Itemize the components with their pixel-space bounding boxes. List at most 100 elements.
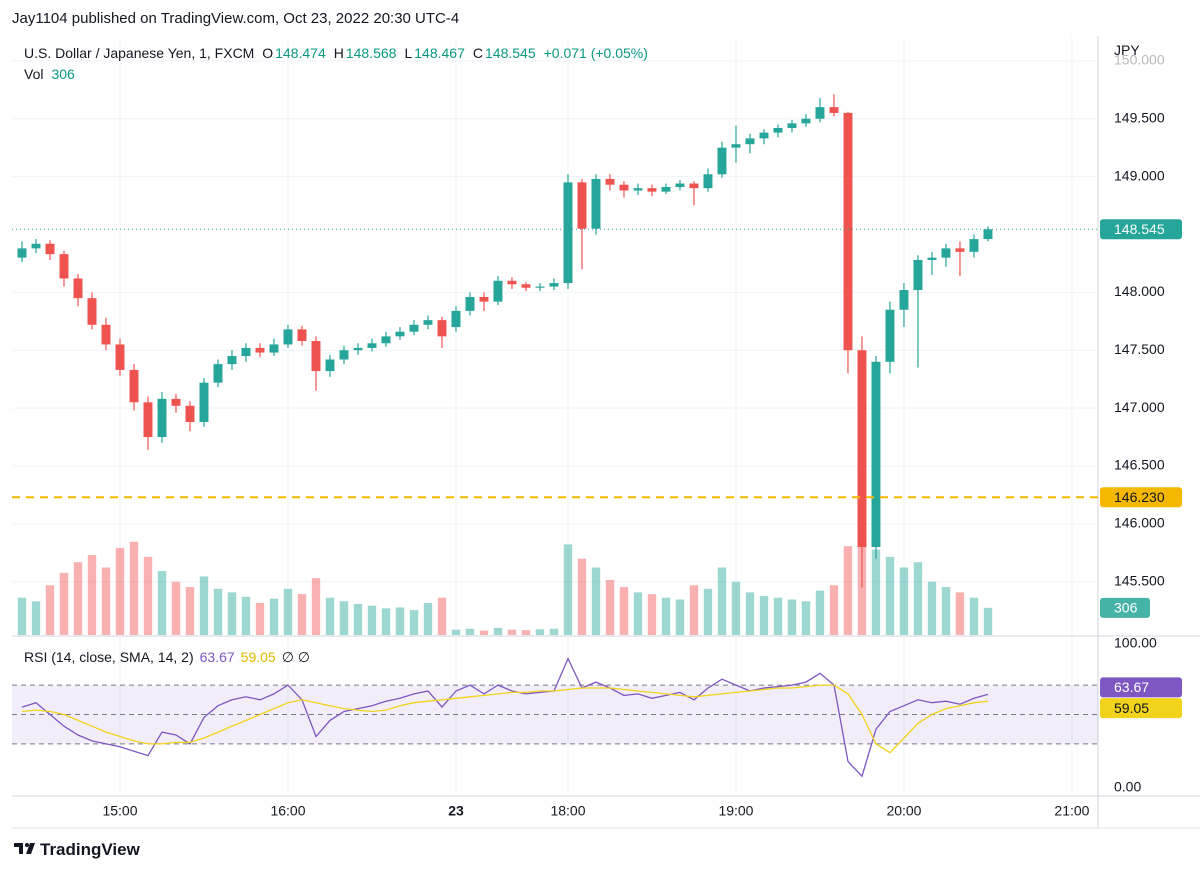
- symbol-title: U.S. Dollar / Japanese Yen, 1, FXCM: [24, 45, 255, 61]
- candle-body: [787, 123, 797, 128]
- volume-bar: [171, 581, 181, 635]
- volume-bar: [885, 556, 895, 635]
- volume-bar: [213, 588, 223, 635]
- y-tick-label: 145.500: [1114, 572, 1165, 588]
- volume-bar: [731, 581, 741, 635]
- volume-bar: [87, 555, 97, 635]
- change-value: +0.071 (+0.05%): [543, 45, 648, 61]
- candle-body: [843, 112, 853, 351]
- candle-body: [829, 107, 839, 113]
- volume-bar: [129, 541, 139, 635]
- volume-bar: [745, 592, 755, 635]
- candle-body: [381, 336, 391, 344]
- candle-body: [325, 359, 335, 372]
- rsi-value-box: [1100, 698, 1182, 719]
- rsi-legend: RSI (14, close, SMA, 14, 2) 63.67 59.05 ∅ ∅: [24, 649, 312, 666]
- candle-body: [199, 382, 209, 423]
- volume-bar: [829, 585, 839, 635]
- volume-bar: [283, 588, 293, 635]
- volume-bar: [465, 628, 475, 635]
- candle-body: [507, 280, 517, 285]
- candle-body: [885, 309, 895, 362]
- candle-body: [157, 398, 167, 438]
- volume-box-text: 306: [1114, 600, 1138, 616]
- y-tick-label: 147.000: [1114, 399, 1165, 415]
- y-tick-label: 146.500: [1114, 457, 1165, 473]
- candle-body: [801, 118, 811, 124]
- y-tick-label: 149.000: [1114, 167, 1165, 183]
- candle-body: [115, 344, 125, 370]
- candle-body: [549, 283, 559, 287]
- volume-bar: [17, 597, 27, 635]
- volume-bar: [367, 605, 377, 635]
- candle-body: [647, 188, 657, 192]
- volume-bar: [115, 547, 125, 635]
- volume-bar: [955, 592, 965, 635]
- x-tick-label: 16:00: [270, 803, 305, 819]
- x-tick-label: 23: [448, 803, 464, 819]
- close-label: C: [472, 45, 483, 61]
- candle-body: [437, 320, 447, 337]
- candle-body: [269, 344, 279, 353]
- low-value: 148.467: [414, 45, 465, 61]
- volume-bar: [31, 601, 41, 635]
- volume-bar: [563, 544, 573, 635]
- x-tick-label: 19:00: [718, 803, 753, 819]
- volume-bar: [493, 627, 503, 635]
- candle-body: [465, 296, 475, 311]
- candle-body: [255, 347, 265, 353]
- candle-body: [913, 259, 923, 291]
- volume-bar: [549, 628, 559, 635]
- candle-body: [773, 127, 783, 133]
- volume-bar: [199, 576, 209, 635]
- volume-bar: [507, 629, 517, 635]
- candle-body: [745, 138, 755, 145]
- candle-body: [59, 254, 69, 279]
- brand: TradingView: [40, 840, 140, 859]
- candle-body: [213, 364, 223, 383]
- candle-body: [171, 398, 181, 406]
- last-price-box: [1100, 219, 1182, 240]
- volume-legend: Vol 306: [24, 66, 77, 82]
- candle-body: [619, 184, 629, 191]
- volume-bar: [143, 556, 153, 635]
- candle-body: [969, 239, 979, 252]
- volume-box: [1100, 597, 1150, 618]
- volume-bar: [269, 598, 279, 635]
- y-tick-label: 149.500: [1114, 109, 1165, 125]
- candle-body: [731, 144, 741, 148]
- rsi-title: RSI (14, close, SMA, 14, 2): [24, 649, 194, 665]
- candle-body: [227, 356, 237, 365]
- volume-bar: [759, 595, 769, 635]
- volume-bar: [297, 594, 307, 635]
- volume-bar: [927, 581, 937, 635]
- volume-bar: [969, 597, 979, 635]
- volume-bar: [605, 579, 615, 635]
- volume-bar: [521, 630, 531, 635]
- volume-bar: [45, 585, 55, 635]
- candle-body: [367, 343, 377, 348]
- volume-bar: [941, 587, 951, 635]
- rsi-value-box: [1100, 677, 1182, 698]
- candle-body: [577, 182, 587, 229]
- candle-body: [983, 229, 993, 240]
- volume-bar: [787, 599, 797, 635]
- x-tick-label: 20:00: [886, 803, 921, 819]
- rsi-value-text: 63.67: [1114, 679, 1149, 695]
- candle-body: [605, 178, 615, 185]
- y-tick-label: 146.000: [1114, 515, 1165, 531]
- volume-bar: [395, 607, 405, 635]
- volume-bar: [899, 567, 909, 635]
- volume-bar: [353, 603, 363, 635]
- rsi-value: 63.67: [199, 649, 235, 665]
- candle-body: [591, 178, 601, 229]
- candle-body: [521, 284, 531, 288]
- candle-body: [17, 248, 27, 258]
- candle-body: [101, 324, 111, 345]
- volume-bar: [801, 601, 811, 635]
- y-tick-label: 100.00: [1114, 635, 1157, 651]
- volume-bar: [703, 588, 713, 635]
- volume-bar: [479, 630, 489, 635]
- candle-body: [899, 290, 909, 310]
